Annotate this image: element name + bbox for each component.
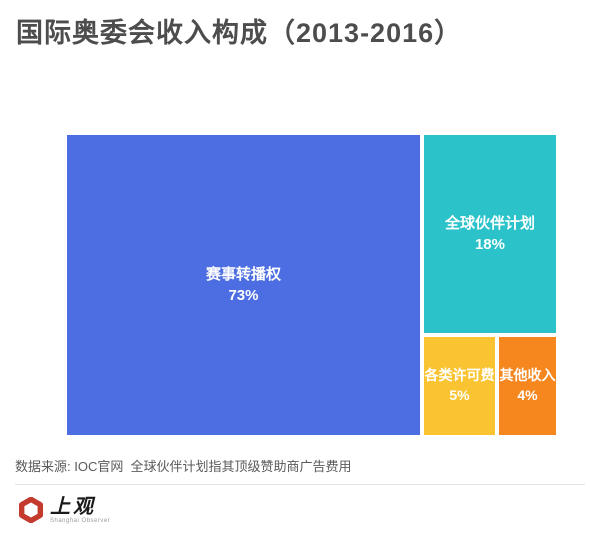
logo-wordmark: 上观 xyxy=(50,494,96,518)
segment-name: 其他收入 xyxy=(499,367,556,384)
segment-label-group: 全球伙伴计划 18% xyxy=(445,213,535,255)
segment-value: 5% xyxy=(449,387,470,403)
segment-value: 18% xyxy=(474,236,505,253)
treemap-block-other-income: 其他收入 4% xyxy=(499,337,556,435)
treemap-block-licensing-fees: 各类许可费 5% xyxy=(424,337,495,435)
segment-name: 赛事转播权 xyxy=(205,266,281,283)
hexagon-logo-icon xyxy=(18,497,44,523)
logo-subtitle: Shanghai Observer xyxy=(50,518,111,524)
segment-value: 73% xyxy=(228,287,259,304)
data-source-note: 数据来源: IOC官网 全球伙伴计划指其顶级赞助商广告费用 xyxy=(15,459,352,474)
segment-name: 全球伙伴计划 xyxy=(444,215,535,232)
chart-title: 国际奥委会收入构成（2013-2016） xyxy=(16,18,463,48)
treemap-chart: 赛事转播权 73% 全球伙伴计划 18% 各类许可费 5% 其他收入 4% xyxy=(67,135,556,435)
segment-label-group: 赛事转播权 73% xyxy=(206,264,281,306)
treemap-block-top-partners: 全球伙伴计划 18% xyxy=(424,135,556,333)
footer-divider xyxy=(15,484,585,485)
logo-text-group: 上观 Shanghai Observer xyxy=(50,496,110,524)
treemap-block-broadcast-rights: 赛事转播权 73% xyxy=(67,135,420,435)
segment-value: 4% xyxy=(517,387,538,403)
shanghai-observer-logo: 上观 Shanghai Observer xyxy=(18,496,110,524)
segment-name: 各类许可费 xyxy=(424,367,495,384)
segment-label-group: 其他收入 4% xyxy=(500,366,556,405)
segment-label-group: 各类许可费 5% xyxy=(425,366,495,405)
